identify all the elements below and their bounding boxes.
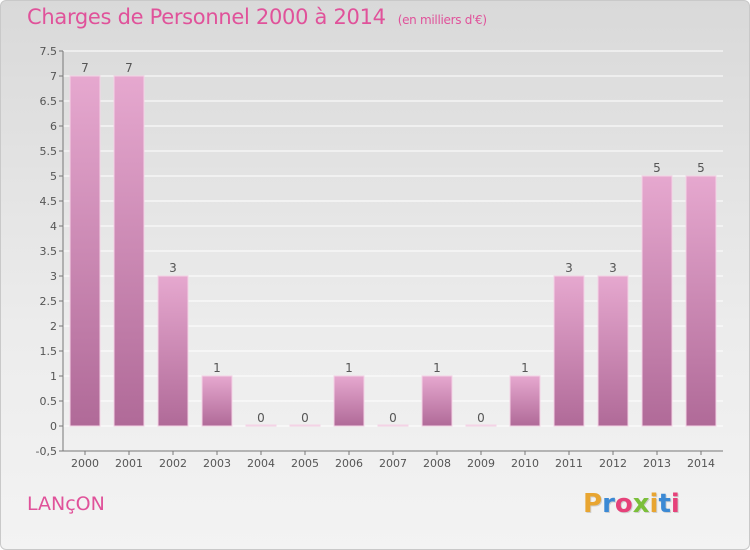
bar (685, 175, 717, 427)
x-axis: 2000 2001 2002 2003 2004 2005 2006 2007 2008 2009… (63, 450, 723, 470)
y-axis: -0,5 0 0.5 1 1.5 2 2.5 3 3.5 4 4.5 5 5.5 6 6.5 7 7.5 (36, 45, 64, 458)
x-tick-label: 2005 (291, 457, 319, 470)
x-tick-label: 2001 (115, 457, 143, 470)
data-label: 3 (565, 261, 573, 275)
logo-letter: P (583, 489, 603, 519)
data-label: 5 (653, 161, 661, 175)
y-tick-label: -0,5 (36, 445, 57, 458)
x-tick-label: 2012 (599, 457, 627, 470)
chart-title-text: Charges de Personnel 2000 à 2014 (27, 5, 386, 29)
y-tick-label: 3 (50, 270, 57, 283)
bar (201, 375, 233, 427)
x-tick-label: 2000 (71, 457, 99, 470)
y-tick-label: 4 (50, 220, 57, 233)
data-label: 1 (213, 361, 221, 375)
data-labels: 7 7 3 1 0 0 1 0 1 0 1 3 3 5 5 (81, 61, 705, 425)
data-label: 0 (301, 411, 309, 425)
logo-letter: x (632, 489, 650, 519)
logo-letter: t (658, 489, 671, 519)
x-tick-label: 2002 (159, 457, 187, 470)
chart-subtitle: (en milliers d'€) (397, 13, 487, 27)
logo-letter: i (649, 489, 659, 519)
x-tick-label: 2009 (467, 457, 495, 470)
logo-letter: r (602, 489, 615, 519)
bar (377, 424, 409, 427)
bar (421, 375, 453, 427)
y-tick-label: 6.5 (40, 95, 58, 108)
chart-title: Charges de Personnel 2000 à 2014 (en mill… (27, 5, 487, 29)
x-tick-label: 2011 (555, 457, 583, 470)
logo-letter: i (670, 489, 680, 519)
y-tick-label: 2.5 (40, 295, 58, 308)
y-tick-label: 0 (50, 420, 57, 433)
y-tick-label: 6 (50, 120, 57, 133)
city-name: LANçON (27, 493, 105, 515)
bar (69, 75, 101, 427)
x-tick-label: 2007 (379, 457, 407, 470)
y-tick-label: 5.5 (40, 145, 58, 158)
x-tick-label: 2010 (511, 457, 539, 470)
y-tick-label: 4.5 (40, 195, 58, 208)
y-tick-label: 2 (50, 320, 57, 333)
data-label: 0 (477, 411, 485, 425)
bar (333, 375, 365, 427)
y-tick-label: 5 (50, 170, 57, 183)
proxiti-logo: Proxiti (583, 489, 680, 519)
data-label: 0 (389, 411, 397, 425)
x-tick-label: 2014 (687, 457, 715, 470)
bar (509, 375, 541, 427)
data-label: 5 (697, 161, 705, 175)
bar (553, 275, 585, 427)
bar (641, 175, 673, 427)
y-tick-label: 7 (50, 70, 57, 83)
bar (113, 75, 145, 427)
bar (465, 424, 497, 427)
data-label: 1 (521, 361, 529, 375)
x-tick-label: 2006 (335, 457, 363, 470)
y-tick-label: 1 (50, 370, 57, 383)
bars (69, 75, 717, 427)
data-label: 0 (257, 411, 265, 425)
x-tick-label: 2004 (247, 457, 275, 470)
bar (157, 275, 189, 427)
x-tick-label: 2013 (643, 457, 671, 470)
y-tick-label: 3.5 (40, 245, 58, 258)
y-tick-label: 0.5 (40, 395, 58, 408)
data-label: 3 (169, 261, 177, 275)
x-tick-label: 2003 (203, 457, 231, 470)
bar (289, 424, 321, 427)
y-tick-label: 7.5 (40, 45, 58, 58)
data-label: 7 (81, 61, 89, 75)
x-tick-label: 2008 (423, 457, 451, 470)
data-label: 1 (345, 361, 353, 375)
data-label: 3 (609, 261, 617, 275)
data-label: 1 (433, 361, 441, 375)
logo-letter: o (614, 489, 633, 519)
bar (597, 275, 629, 427)
y-tick-label: 1.5 (40, 345, 58, 358)
bar (245, 424, 277, 427)
data-label: 7 (125, 61, 133, 75)
